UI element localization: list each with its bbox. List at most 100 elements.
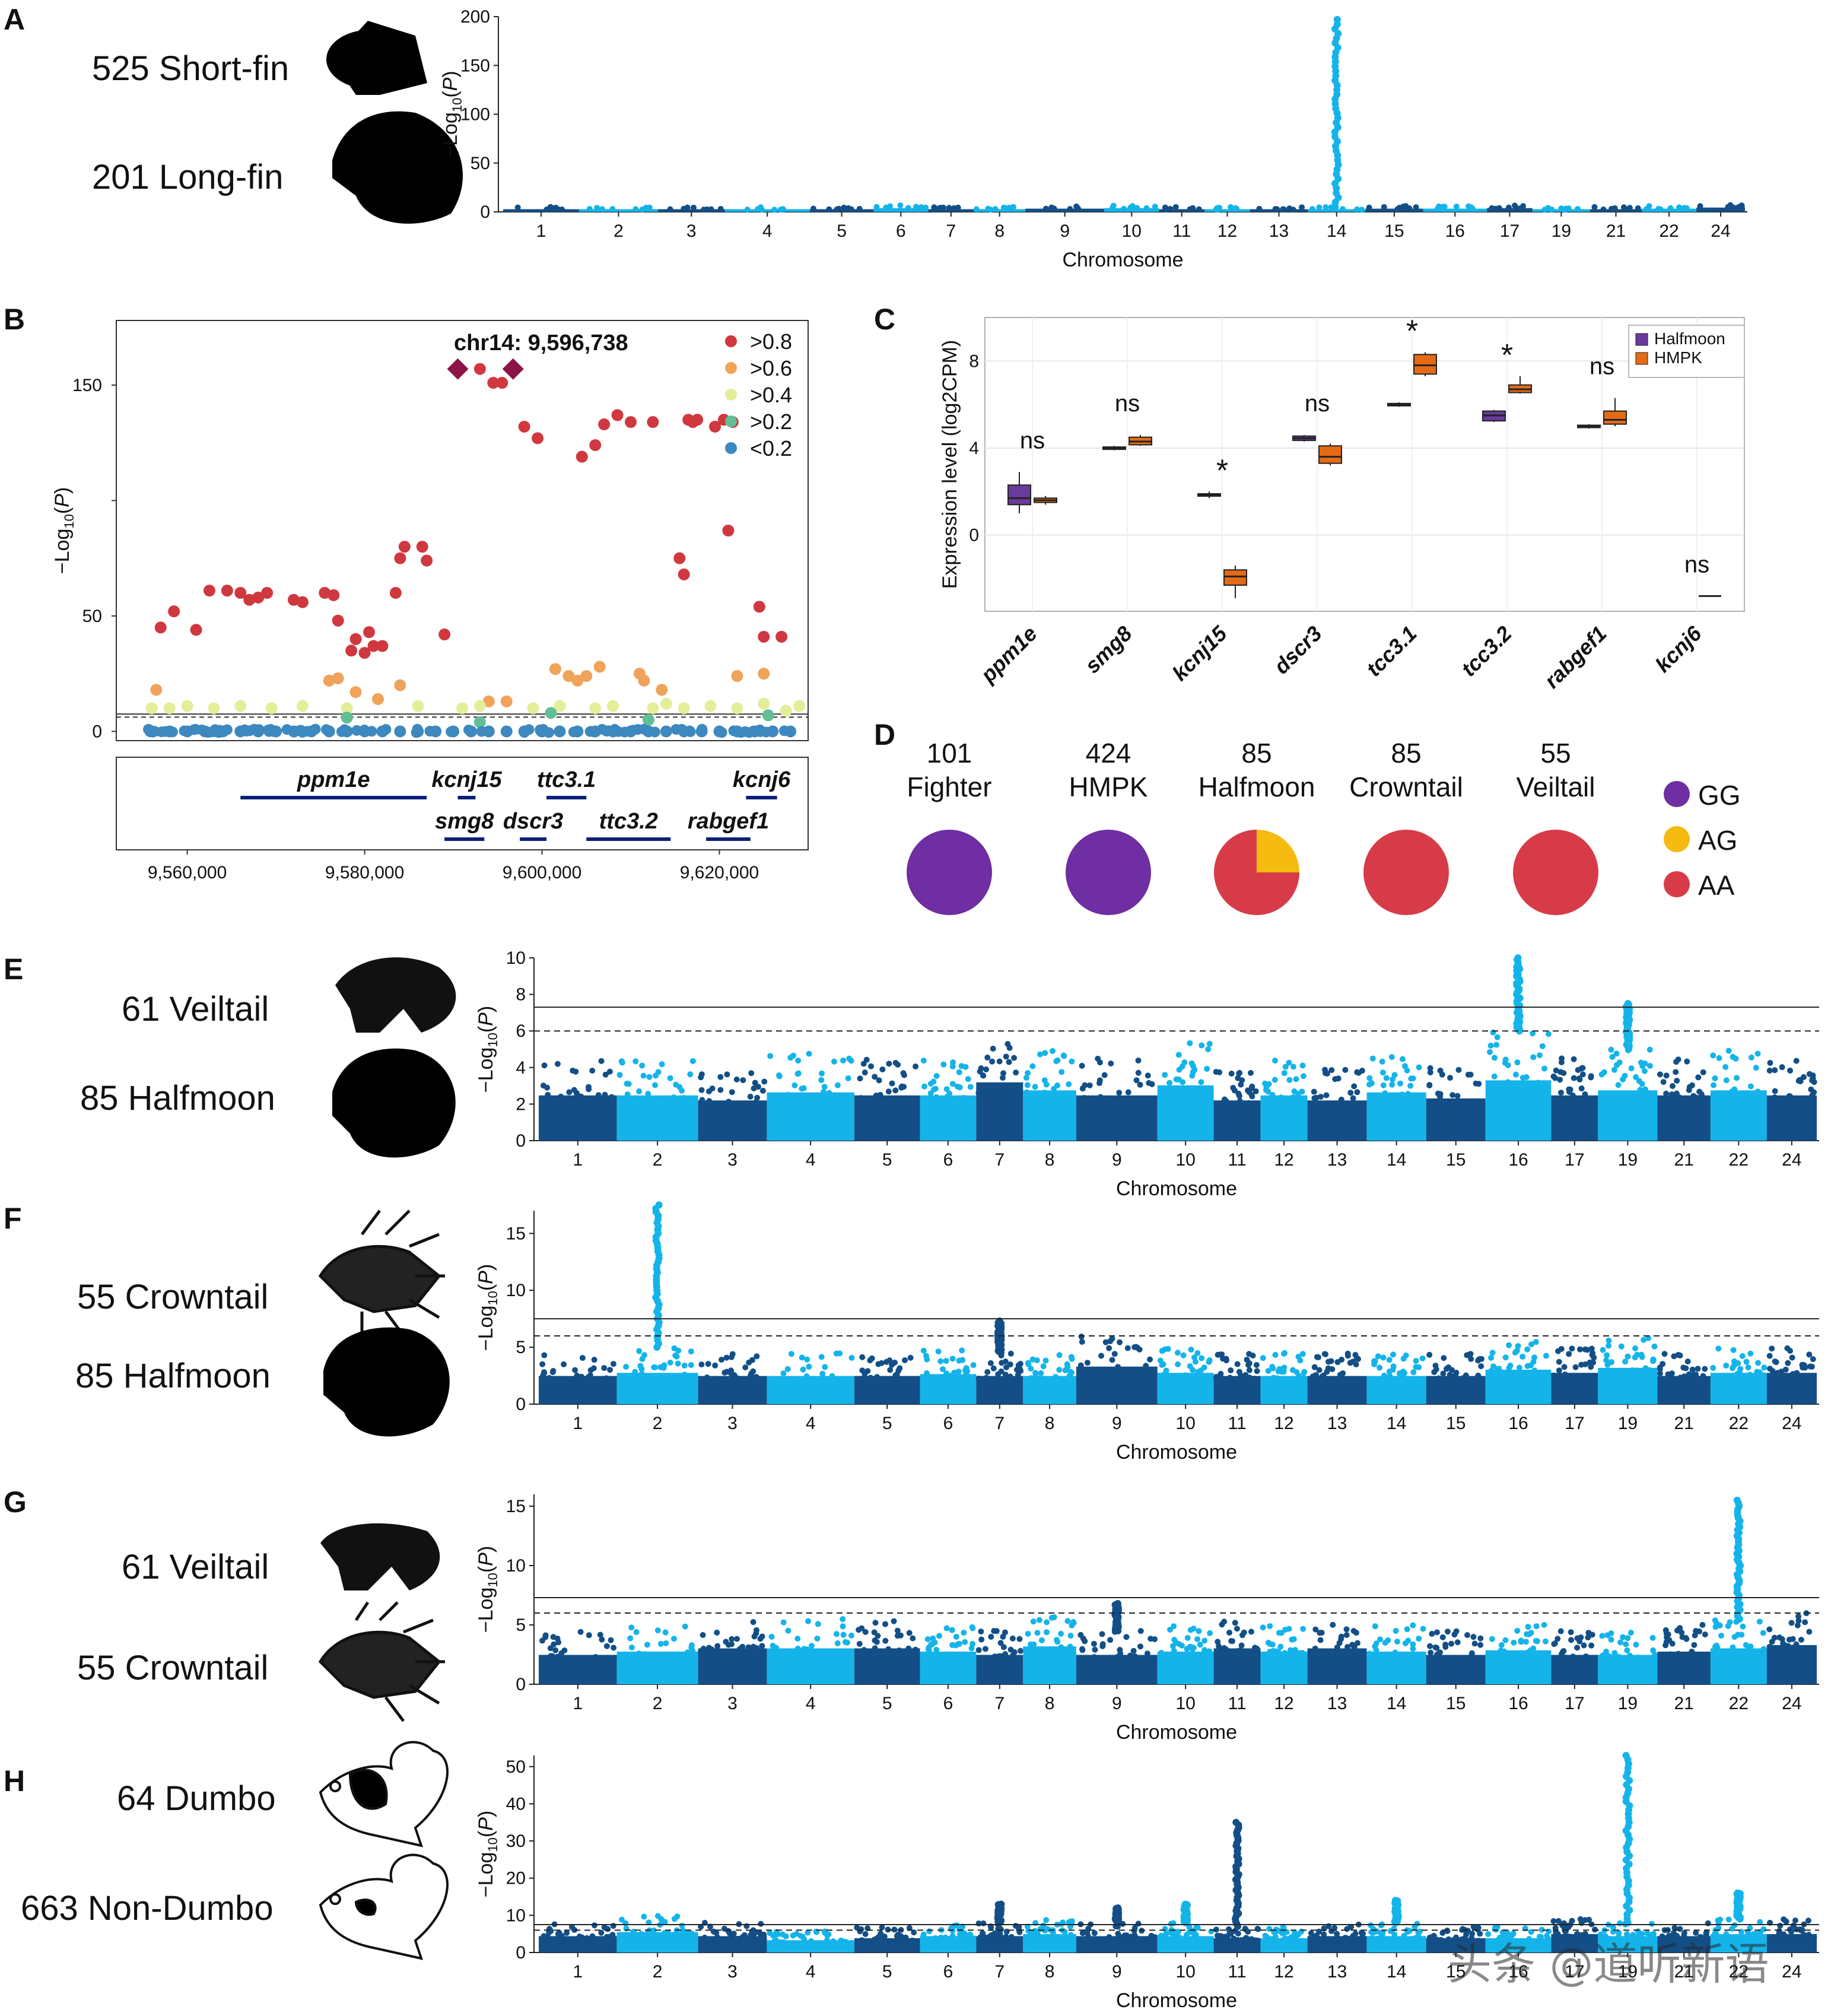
snp-point bbox=[1447, 1075, 1453, 1081]
snp-point bbox=[1716, 1055, 1722, 1061]
x-tick-label: 17 bbox=[1565, 1414, 1584, 1433]
snp-point bbox=[1502, 1354, 1509, 1361]
snp-point bbox=[1693, 1094, 1700, 1101]
snp-point bbox=[1677, 1625, 1683, 1631]
snp-point bbox=[659, 1653, 665, 1660]
snp-point bbox=[1679, 1630, 1685, 1636]
group-label-long-fin: 201 Long-fin bbox=[92, 158, 283, 196]
snp-point bbox=[1684, 1358, 1691, 1365]
snp-point bbox=[1290, 1636, 1297, 1642]
snp-point bbox=[1610, 1656, 1617, 1663]
snp-point bbox=[1657, 206, 1664, 212]
snp-point bbox=[1106, 1934, 1112, 1940]
snp-point bbox=[1512, 202, 1518, 209]
snp-point bbox=[845, 1075, 851, 1082]
snp-point bbox=[985, 1376, 991, 1382]
snp-point bbox=[1514, 1059, 1521, 1066]
snp-point bbox=[906, 1630, 913, 1636]
snp-point bbox=[841, 204, 847, 211]
snp-point bbox=[1648, 1920, 1655, 1927]
y-tick-label: 0 bbox=[480, 202, 490, 222]
chromosome-band bbox=[1204, 209, 1250, 212]
snp-point bbox=[1722, 1649, 1729, 1656]
snp-point bbox=[1723, 1931, 1730, 1938]
snp-point bbox=[1478, 1363, 1484, 1370]
snp-point bbox=[1636, 1078, 1642, 1084]
legend-marker bbox=[1664, 871, 1690, 897]
snp-point bbox=[1188, 1092, 1194, 1099]
snp-point bbox=[627, 1635, 634, 1642]
ld-snp-point bbox=[793, 700, 806, 712]
snp-point bbox=[951, 205, 957, 211]
genotype-pies: 101Fighter424HMPK85Halfmoon85Crowntail55… bbox=[907, 738, 1741, 915]
snp-point bbox=[909, 1096, 916, 1102]
snp-point bbox=[1498, 1642, 1505, 1648]
snp-point bbox=[1711, 1082, 1717, 1088]
x-tick-label: 6 bbox=[896, 221, 906, 241]
snp-point bbox=[767, 1930, 773, 1936]
legend-label: >0.2 bbox=[750, 409, 792, 434]
ld-snp-point bbox=[545, 707, 557, 719]
snp-point bbox=[982, 1646, 988, 1652]
snp-point bbox=[665, 1932, 672, 1939]
x-tick-label: 24 bbox=[1782, 1414, 1801, 1433]
snp-point bbox=[967, 1084, 974, 1090]
snp-point bbox=[607, 1367, 613, 1373]
snp-point bbox=[1570, 1656, 1576, 1663]
snp-point bbox=[1232, 205, 1238, 211]
snp-point bbox=[1417, 1095, 1424, 1101]
x-tick-label: dscr3 bbox=[1269, 621, 1327, 679]
ld-snp-point bbox=[593, 661, 606, 673]
snp-point bbox=[1189, 1072, 1196, 1079]
snp-point bbox=[1681, 1933, 1687, 1939]
snp-point bbox=[1406, 205, 1413, 211]
snp-point bbox=[1405, 1091, 1412, 1097]
snp-point bbox=[968, 1645, 975, 1652]
snp-point bbox=[1600, 206, 1607, 212]
snp-point bbox=[1221, 1618, 1228, 1625]
ld-snp-point bbox=[500, 695, 513, 707]
snp-point bbox=[1415, 1377, 1422, 1384]
snp-point bbox=[1397, 1080, 1404, 1087]
snp-point bbox=[1651, 1343, 1658, 1350]
snp-point bbox=[1115, 1931, 1121, 1937]
y-tick-label: 0 bbox=[92, 722, 102, 741]
snp-point bbox=[1514, 1370, 1521, 1377]
snp-point bbox=[751, 1633, 758, 1640]
snp-point bbox=[836, 1649, 843, 1656]
snp-point bbox=[1582, 1346, 1588, 1353]
snp-point bbox=[1606, 1369, 1613, 1375]
snp-point bbox=[1247, 1375, 1253, 1382]
snp-point bbox=[754, 1094, 761, 1101]
snp-point bbox=[1091, 1654, 1098, 1661]
snp-point bbox=[601, 1924, 608, 1931]
snp-point bbox=[1379, 1069, 1386, 1076]
snp-point bbox=[840, 1057, 847, 1063]
snp-point bbox=[1324, 1377, 1330, 1383]
y-axis-label: −Log10(P) bbox=[475, 1264, 500, 1351]
legend-label: HMPK bbox=[1654, 348, 1702, 367]
snp-point bbox=[1754, 1050, 1761, 1057]
chromosome-band bbox=[1023, 1090, 1076, 1141]
snp-point bbox=[1140, 1100, 1147, 1107]
snp-point bbox=[1177, 1934, 1183, 1941]
snp-point bbox=[753, 1374, 759, 1380]
chromosome-band bbox=[974, 209, 1026, 212]
x-tick-label: 10 bbox=[1175, 1150, 1195, 1170]
snp-point bbox=[1190, 1063, 1196, 1069]
snp-point bbox=[1168, 1652, 1175, 1659]
snp-point bbox=[1196, 1088, 1202, 1094]
snp-point bbox=[1549, 207, 1555, 213]
snp-point bbox=[660, 1932, 666, 1939]
x-tick-label: 2 bbox=[653, 1150, 663, 1170]
snp-point bbox=[1641, 1336, 1647, 1343]
snp-point bbox=[1624, 1647, 1630, 1653]
x-tick-label: 8 bbox=[1045, 1414, 1055, 1433]
ld-snp-point bbox=[412, 700, 424, 712]
box-body bbox=[1413, 354, 1437, 375]
snp-point bbox=[1719, 1934, 1725, 1941]
snp-point bbox=[1609, 1053, 1616, 1060]
snp-point bbox=[1162, 204, 1168, 211]
snp-point bbox=[767, 1053, 774, 1059]
snp-point bbox=[780, 1619, 787, 1626]
